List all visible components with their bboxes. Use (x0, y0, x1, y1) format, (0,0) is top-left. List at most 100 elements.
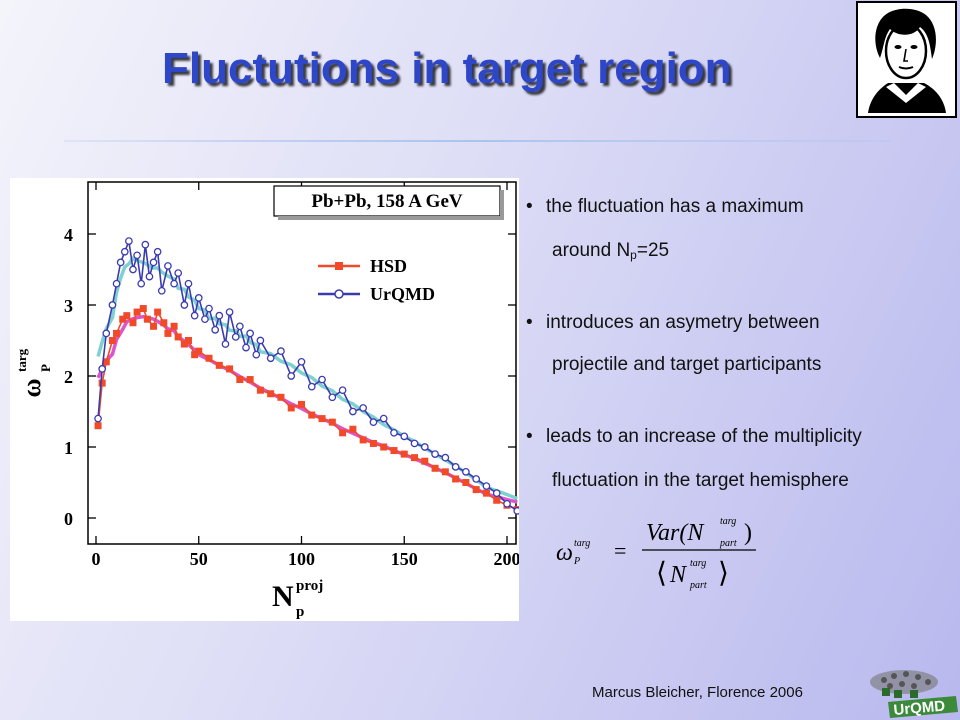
title-divider (64, 140, 890, 142)
svg-text:ω: ω (17, 378, 46, 397)
urqmd-point (472, 475, 481, 483)
hsd-point (339, 429, 347, 437)
urqmd-point (252, 350, 261, 359)
hsd-point (482, 489, 490, 497)
hsd-point (215, 361, 223, 369)
hsd-point (349, 425, 357, 433)
hsd-point (119, 315, 127, 323)
urqmd-point (410, 439, 419, 448)
urqmd-point (297, 357, 306, 366)
hsd-point (129, 319, 137, 327)
hsd-point (400, 450, 408, 458)
hsd-point (195, 347, 203, 355)
hsd-point (411, 454, 419, 462)
hsd-point (256, 386, 264, 394)
urqmd-point (277, 347, 285, 355)
chart-panel: 0 1 2 3 4 0 50 100 150 200 Pb+Pb, 158 A GeV HSD U… (10, 178, 522, 621)
y-tick-label: 2 (64, 367, 73, 387)
hsd-point (369, 439, 377, 447)
hsd-point (123, 312, 131, 320)
hsd-point (472, 486, 480, 494)
urqmd-point (236, 322, 244, 331)
formula-denominator-close: ⟩ (718, 558, 729, 589)
x-axis-symbol: N (272, 580, 294, 613)
hsd-point (421, 457, 429, 465)
hsd-point (191, 351, 199, 359)
hsd-point (390, 447, 398, 455)
bullet-1: • the fluctuation has a maximum (526, 196, 804, 217)
y-tick-label: 0 (64, 509, 73, 529)
bullet-1-line2-sub: p (630, 248, 637, 262)
fluctuation-chart: 0 1 2 3 4 0 50 100 150 200 Pb+Pb, 158 A GeV HSD U… (14, 181, 522, 620)
urqmd-point (157, 286, 166, 295)
footer-author: Marcus Bleicher, Florence 2006 (592, 684, 803, 701)
urqmd-point (211, 326, 220, 334)
urqmd-point (98, 365, 107, 373)
formula-denominator-symbol: N (669, 562, 688, 588)
goethe-portrait-icon (868, 8, 946, 113)
formula-numerator-func: Var(N (646, 520, 705, 546)
x-axis-sup: proj (296, 578, 323, 594)
x-tick-label: 50 (190, 549, 208, 569)
hsd-point (359, 436, 367, 444)
hsd-point (98, 379, 106, 387)
bullet-1-line2-prefix: around N (552, 240, 631, 261)
hsd-point (113, 329, 121, 337)
omega-formula: ω targ P = Var(N targ part ) ⟨ N targ pa… (556, 516, 756, 591)
urqmd-logo-text: UrQMD (893, 698, 946, 719)
urqmd-point (129, 265, 137, 274)
hsd-point (318, 415, 326, 423)
urqmd-point (503, 499, 511, 508)
hsd-point (170, 322, 178, 330)
urqmd-point (153, 247, 162, 256)
hsd-point (298, 400, 305, 408)
hsd-point (328, 418, 336, 426)
urqmd-point (120, 247, 129, 256)
urqmd-point (170, 279, 178, 288)
chart-legend: HSD UrQMD (318, 256, 435, 304)
urqmd-point (242, 343, 250, 352)
formula-numerator-close: ) (744, 520, 752, 546)
hsd-point (380, 443, 388, 451)
urqmd-point (318, 375, 326, 384)
y-axis-label: ω targ P (14, 348, 53, 397)
hsd-point (164, 329, 172, 337)
hsd-point (133, 308, 141, 316)
urqmd-point (184, 279, 193, 288)
legend-hsd-label: HSD (370, 256, 407, 276)
urqmd-point (125, 237, 133, 245)
x-tick-label: 200 (494, 549, 520, 569)
y-axis-symbol: ω (17, 378, 46, 397)
urqmd-point (492, 489, 501, 497)
urqmd-point (108, 301, 117, 309)
hsd-point (154, 308, 162, 316)
portrait-logo (856, 1, 957, 118)
smooth-curve-hsd (96, 314, 518, 504)
urqmd-point (400, 432, 409, 441)
hsd-point (102, 358, 110, 366)
formula-numerator-sub: part (719, 538, 737, 549)
hsd-point (184, 337, 192, 344)
urqmd-point (194, 294, 203, 302)
urqmd-point (379, 414, 388, 423)
hsd-point (160, 319, 168, 327)
urqmd-point (94, 414, 102, 423)
bullet-2-line1: introduces an asymetry between (546, 312, 820, 333)
formula-denominator-sub: part (689, 580, 707, 591)
hsd-point (150, 322, 158, 330)
formula-denominator-sup: targ (690, 558, 706, 569)
hsd-point (267, 390, 275, 398)
hsd-point (94, 422, 102, 430)
urqmd-point (369, 418, 378, 426)
urqmd-point (431, 450, 439, 458)
hsd-point (143, 315, 151, 323)
urqmd-point (141, 240, 150, 249)
formula-equals: = (614, 538, 626, 563)
hsd-point (287, 404, 295, 412)
hsd-point (236, 376, 244, 384)
urqmd-point (256, 336, 265, 345)
urqmd-point (338, 386, 347, 395)
hsd-point (180, 340, 188, 348)
urqmd-point (137, 279, 146, 288)
bullet-3-line2: fluctuation in the target hemisphere (552, 470, 849, 491)
